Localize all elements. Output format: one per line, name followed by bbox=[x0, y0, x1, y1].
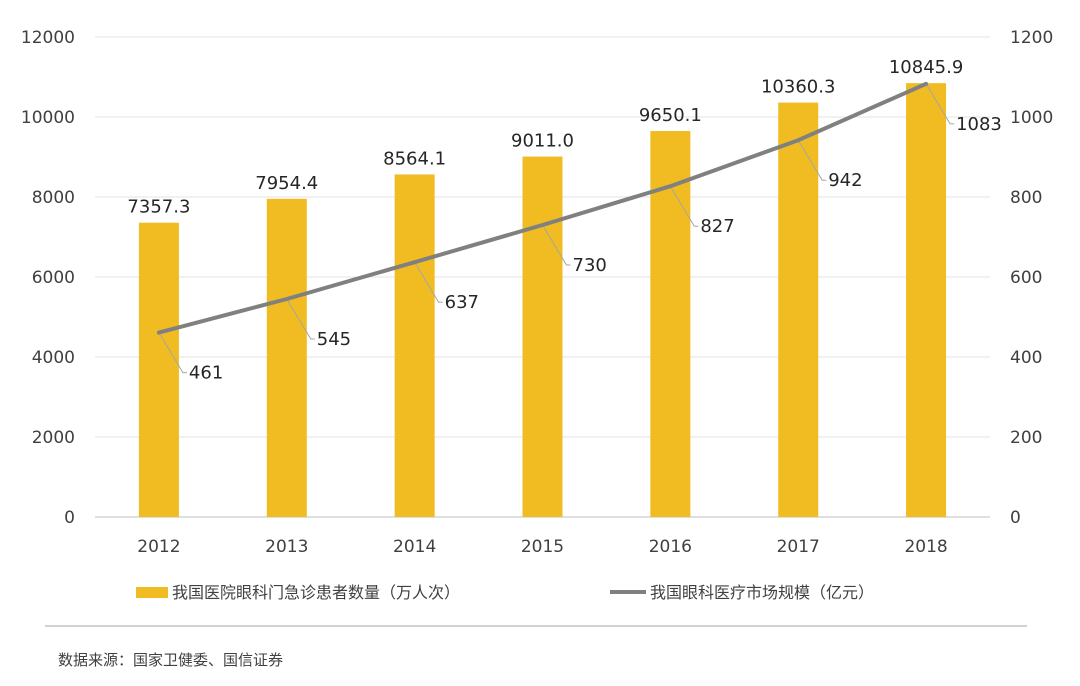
left-tick-label: 6000 bbox=[32, 268, 75, 288]
right-axis-ticks: 0 200 400 600 800 1000 1200 bbox=[1010, 28, 1053, 528]
line-value-label: 827 bbox=[700, 216, 734, 237]
x-axis-ticks: 2012 2013 2014 2015 2016 2017 2018 bbox=[137, 537, 947, 557]
series-line bbox=[156, 81, 929, 335]
line-label-leaders bbox=[158, 83, 955, 374]
right-tick-label: 200 bbox=[1010, 428, 1042, 448]
line-value-label: 545 bbox=[317, 329, 351, 350]
bar bbox=[522, 156, 563, 517]
source-note: 数据来源：国家卫健委、国信证券 bbox=[58, 651, 283, 669]
bar-value-label: 9650.1 bbox=[639, 105, 702, 126]
bar bbox=[650, 130, 691, 517]
left-tick-label: 0 bbox=[64, 508, 75, 528]
x-tick-label: 2017 bbox=[777, 537, 820, 557]
label-leader bbox=[542, 224, 571, 266]
x-tick-label: 2012 bbox=[137, 537, 180, 557]
label-leader bbox=[669, 185, 699, 227]
legend-label-line: 我国眼科医疗市场规模（亿元） bbox=[650, 583, 874, 602]
x-tick-label: 2013 bbox=[265, 537, 308, 557]
legend: 我国医院眼科门急诊患者数量（万人次） 我国眼科医疗市场规模（亿元） bbox=[136, 583, 874, 602]
line-value-label: 730 bbox=[573, 255, 607, 276]
left-tick-label: 4000 bbox=[32, 348, 75, 368]
line-data-labels: 461 545 637 730 827 942 1083 bbox=[189, 114, 1002, 384]
bar-data-labels: 7357.3 7954.4 8564.1 9011.0 9650.1 10360.3 108… bbox=[127, 57, 963, 218]
bar-series bbox=[138, 83, 947, 517]
line-value-label: 1083 bbox=[956, 114, 1002, 135]
x-tick-label: 2014 bbox=[393, 537, 436, 557]
left-axis-ticks: 0 2000 4000 6000 8000 10000 12000 bbox=[21, 28, 75, 528]
label-leader bbox=[414, 261, 443, 303]
line-value-label: 637 bbox=[445, 292, 479, 313]
left-tick-label: 12000 bbox=[21, 28, 75, 48]
label-leader bbox=[925, 83, 955, 125]
bar bbox=[394, 174, 435, 517]
x-tick-label: 2015 bbox=[521, 537, 564, 557]
right-tick-label: 600 bbox=[1010, 268, 1042, 288]
line-value-label: 461 bbox=[189, 363, 223, 384]
bar bbox=[138, 222, 179, 517]
bar-value-label: 7954.4 bbox=[255, 173, 318, 194]
left-tick-label: 10000 bbox=[21, 108, 75, 128]
left-tick-label: 2000 bbox=[32, 428, 75, 448]
legend-label-bar: 我国医院眼科门急诊患者数量（万人次） bbox=[172, 583, 460, 602]
legend-swatch-bar bbox=[136, 587, 168, 598]
right-tick-label: 1000 bbox=[1010, 108, 1053, 128]
x-tick-label: 2018 bbox=[904, 537, 947, 557]
bar-value-label: 8564.1 bbox=[383, 148, 446, 169]
line-series bbox=[156, 81, 929, 335]
right-tick-label: 0 bbox=[1010, 508, 1021, 528]
bar bbox=[266, 198, 307, 517]
bar-value-label: 10845.9 bbox=[889, 57, 963, 78]
label-leader bbox=[158, 332, 187, 374]
label-leader bbox=[286, 298, 315, 340]
bar-value-label: 10360.3 bbox=[761, 77, 835, 98]
label-leader bbox=[797, 139, 827, 181]
bar bbox=[778, 102, 819, 517]
line-value-label: 942 bbox=[828, 170, 862, 191]
right-tick-label: 1200 bbox=[1010, 28, 1053, 48]
bar-value-label: 7357.3 bbox=[127, 197, 190, 218]
bar-value-label: 9011.0 bbox=[511, 131, 574, 152]
bar bbox=[906, 83, 947, 517]
right-tick-label: 800 bbox=[1010, 188, 1042, 208]
left-tick-label: 8000 bbox=[32, 188, 75, 208]
right-tick-label: 400 bbox=[1010, 348, 1042, 368]
x-tick-label: 2016 bbox=[649, 537, 692, 557]
